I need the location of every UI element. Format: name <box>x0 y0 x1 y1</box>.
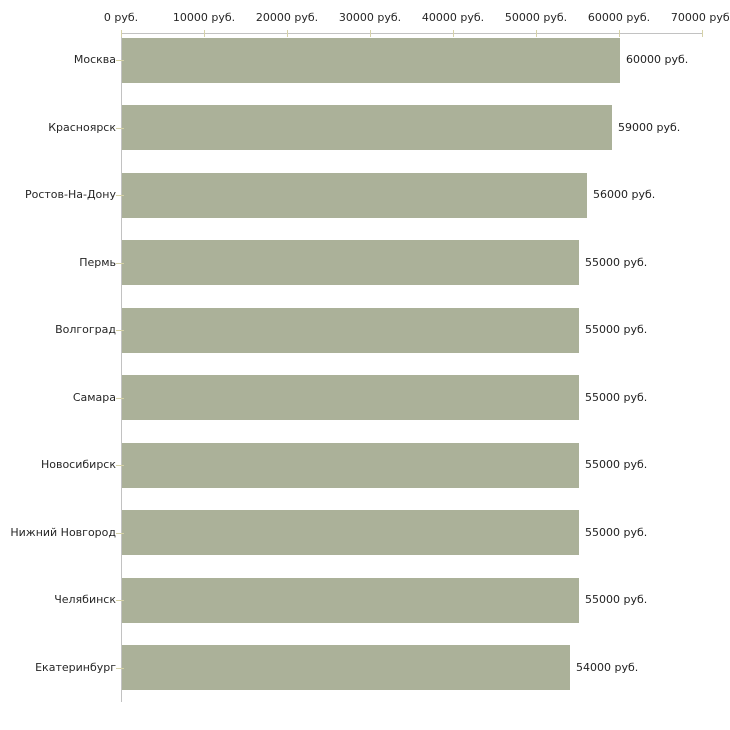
bar <box>122 442 579 488</box>
bar <box>122 577 579 623</box>
x-axis-tick-mark <box>536 30 537 37</box>
y-axis-tick-mark <box>116 600 124 601</box>
bar <box>122 105 612 150</box>
category-label: Ростов-На-Дону <box>24 188 116 201</box>
bar <box>122 645 570 690</box>
x-axis-tick-label: 40000 руб. <box>421 11 485 24</box>
value-label: 55000 руб. <box>585 323 648 336</box>
value-label: 55000 руб. <box>585 458 648 471</box>
value-label: 59000 руб. <box>618 120 681 134</box>
category-label: Красноярск <box>48 120 116 134</box>
bar <box>122 37 620 83</box>
x-axis-tick-mark <box>619 30 620 37</box>
y-axis-tick-mark <box>116 127 124 129</box>
value-label: 56000 руб. <box>593 188 656 201</box>
value-label: 55000 руб. <box>585 593 648 606</box>
bar <box>122 172 587 218</box>
bar <box>122 307 579 353</box>
category-label: Пермь <box>79 255 116 269</box>
y-axis-tick-mark <box>116 262 124 264</box>
y-axis-line <box>121 33 122 702</box>
category-label: Новосибирск <box>40 458 116 471</box>
value-label: 54000 руб. <box>576 660 639 674</box>
category-label: Москва <box>73 53 116 66</box>
value-label: 55000 руб. <box>585 390 648 404</box>
x-axis-tick-mark <box>121 30 122 37</box>
x-axis-tick-label: 0 руб. <box>103 11 139 24</box>
x-axis-tick-label: 10000 руб. <box>172 11 236 24</box>
y-axis-tick-mark <box>116 667 124 669</box>
x-axis-tick-label: 20000 руб. <box>255 11 319 24</box>
bar <box>122 240 579 285</box>
x-axis-line <box>121 33 703 34</box>
category-label: Волгоград <box>55 323 116 336</box>
x-axis-tick-label: 30000 руб. <box>338 11 402 24</box>
value-label: 55000 руб. <box>585 525 648 539</box>
x-axis-tick-label: 50000 руб. <box>504 11 568 24</box>
y-axis-tick-mark <box>116 330 124 331</box>
y-axis-tick-mark <box>116 60 124 61</box>
value-label: 55000 руб. <box>585 255 648 269</box>
x-axis-tick-mark <box>702 30 703 37</box>
y-axis-tick-mark <box>116 532 124 534</box>
category-label: Самара <box>72 390 116 404</box>
bar <box>122 375 579 420</box>
x-axis-tick-mark <box>370 30 371 37</box>
x-axis-tick-mark <box>287 30 288 37</box>
x-axis-tick-label: 60000 руб. <box>587 11 651 24</box>
category-label: Нижний Новгород <box>10 525 116 539</box>
value-label: 60000 руб. <box>626 53 689 66</box>
y-axis-tick-mark <box>116 465 124 466</box>
y-axis-tick-mark <box>116 397 124 399</box>
category-label: Челябинск <box>54 593 116 606</box>
x-axis-tick-mark <box>453 30 454 37</box>
x-axis-tick-mark <box>204 30 205 37</box>
y-axis-tick-mark <box>116 195 124 196</box>
category-label: Екатеринбург <box>35 660 116 674</box>
bar <box>122 510 579 555</box>
x-axis-tick-label: 70000 руб. <box>670 11 730 24</box>
